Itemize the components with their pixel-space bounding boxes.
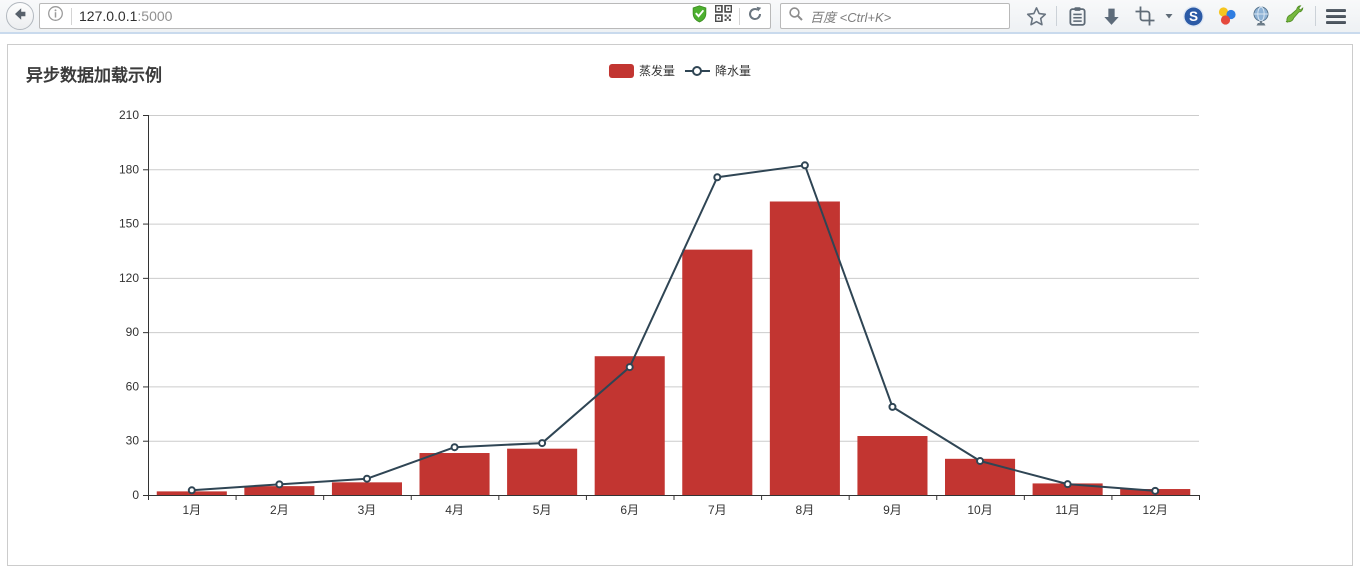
legend-item-precipitation[interactable]: 降水量 [685,62,751,79]
legend-label-evaporation: 蒸发量 [638,64,675,78]
x-tick-label: 7月 [708,503,727,517]
search-bar[interactable]: 百度 <Ctrl+K> [780,3,1010,29]
x-tick-label: 10月 [967,503,992,517]
line-series [191,164,1156,492]
line-point-2月 [275,480,284,489]
chart-canvas[interactable]: 0 30 60 90 120 150 180 210 1月 2月 3月 4月 5月 6月 7月 8月 9月 10月… [8,45,1352,565]
x-tick-label: 12月 [1143,503,1168,517]
back-icon [12,6,28,27]
wrench-icon[interactable] [1283,2,1307,30]
y-tick-label: 90 [126,325,140,339]
x-tick-label: 11月 [1055,503,1079,517]
toolbar-divider2 [1315,6,1316,26]
line-point-1月 [187,486,196,495]
browser-toolbar: 127.0.0.1:5000 百度 <Ctrl+K> [0,0,1360,34]
line-point-8月 [800,161,809,170]
reload-icon[interactable] [747,6,763,27]
legend-bar-swatch [608,63,634,78]
svg-text:S: S [1188,9,1197,24]
bar-3月 [331,482,402,495]
qr-code-icon[interactable] [714,4,733,27]
x-tick-label: 8月 [796,503,815,517]
line-point-10月 [976,456,985,465]
bar-2月 [244,486,315,495]
bookmarks-menu-icon[interactable] [1065,2,1089,30]
legend-line-swatch [685,64,710,78]
menu-icon[interactable] [1324,2,1348,30]
url-text[interactable]: 127.0.0.1:5000 [79,8,173,24]
y-tick-label: 150 [119,217,139,231]
line-point-6月 [625,363,634,372]
bar-5月 [507,448,578,495]
url-bar[interactable]: 127.0.0.1:5000 [39,3,771,29]
shield-icon[interactable] [691,4,708,28]
page-content: 异步数据加载示例 蒸发量 降水量 0 30 60 90 120 150 180 210 1月 2月… [7,44,1353,566]
bookmark-star-icon[interactable] [1024,2,1048,30]
x-tick-label: 1月 [182,503,201,517]
search-icon[interactable] [788,6,804,27]
x-tick-label: 5月 [533,503,552,517]
url-port: :5000 [137,8,173,24]
x-tick-label: 6月 [620,503,639,517]
x-tick-label: 2月 [270,503,289,517]
line-point-4月 [450,443,459,452]
bar-9月 [857,436,928,495]
downloads-icon[interactable] [1099,2,1123,30]
y-tick-label: 30 [126,434,140,448]
legend-label-precipitation: 降水量 [715,64,752,78]
line-point-3月 [362,474,371,483]
y-tick-label: 180 [119,162,139,176]
line-point-7月 [713,173,722,182]
url-divider [71,7,72,25]
bar-6月 [594,356,665,495]
bar-7月 [682,249,753,495]
line-point-11月 [1063,480,1072,489]
bar-4月 [419,453,490,495]
chart-legend: 蒸发量 降水量 [608,62,751,79]
x-tick-label: 3月 [358,503,377,517]
line-point-9月 [888,402,897,411]
sogou-s-icon[interactable]: S [1181,2,1205,30]
bar-11月 [1032,483,1103,495]
y-tick-label: 210 [119,108,139,122]
page-title: 异步数据加载示例 [26,66,162,85]
url-divider2 [739,7,740,25]
x-tick-label: 4月 [445,503,464,517]
legend-item-evaporation[interactable]: 蒸发量 [608,62,675,79]
bar-8月 [769,201,840,495]
chart-svg[interactable]: 0 30 60 90 120 150 180 210 1月 2月 3月 4月 5月 6月 7月 8月 9月 10月… [8,45,1352,565]
x-tick-label: 9月 [883,503,902,517]
y-tick-label: 60 [126,379,140,393]
info-icon[interactable] [47,5,64,27]
colored-dots-icon[interactable] [1215,2,1239,30]
y-tick-label: 0 [132,488,139,502]
toolbar-buttons: S [1019,2,1353,30]
globe-icon[interactable] [1249,2,1273,30]
dropdown-caret-icon[interactable] [1163,2,1175,30]
y-tick-label: 120 [119,271,139,285]
search-input[interactable]: 百度 <Ctrl+K> [810,9,892,25]
screenshot-crop-icon[interactable] [1133,2,1157,30]
toolbar-divider [1056,6,1057,26]
line-point-12月 [1151,486,1160,495]
line-point-5月 [538,439,547,448]
back-button[interactable] [6,2,34,30]
